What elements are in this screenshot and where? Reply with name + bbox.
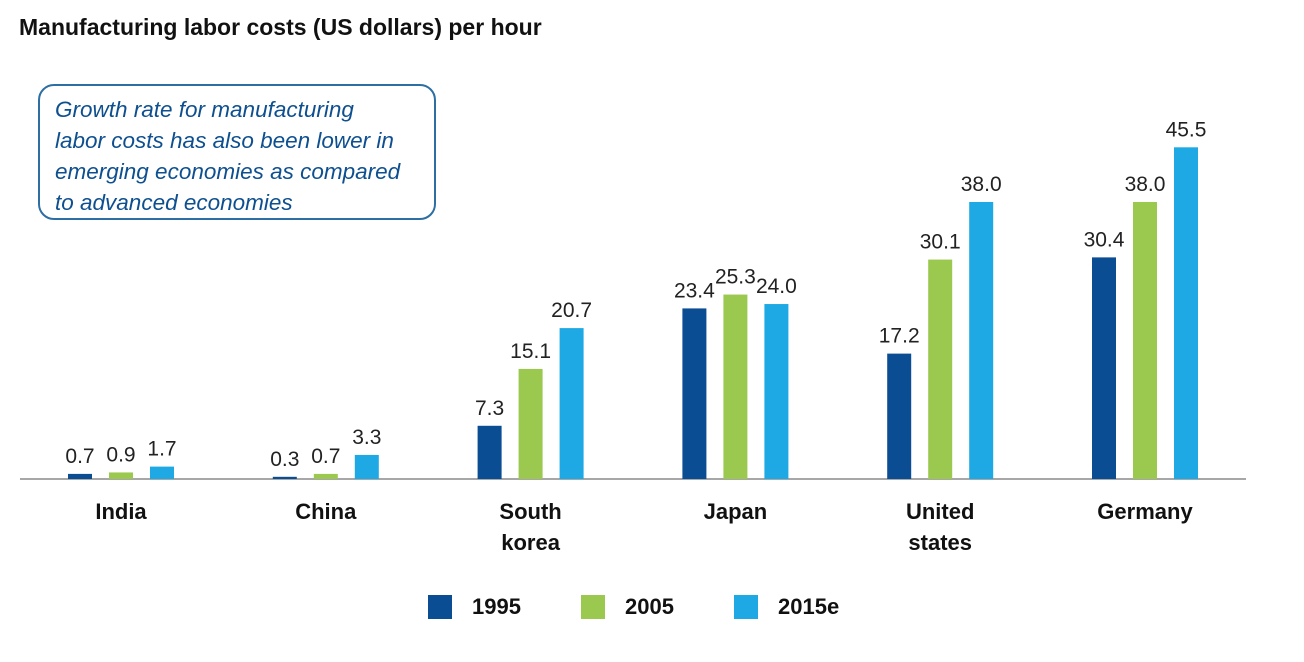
bar-2015e-south-korea	[559, 328, 584, 479]
bar-1995-germany	[1092, 257, 1116, 479]
bar-2005-south-korea	[518, 368, 543, 479]
legend-item-2005: 2005	[581, 592, 674, 622]
data-label: 23.4	[674, 279, 715, 302]
annotation-callout: Growth rate for manufacturing labor cost…	[38, 84, 436, 220]
annotation-line: labor costs has also been lower in	[55, 128, 394, 153]
data-label: 30.1	[920, 231, 961, 254]
category-label: Germany	[1097, 499, 1193, 524]
legend-label-2005: 2005	[625, 594, 674, 619]
chart-title: Manufacturing labor costs (US dollars) p…	[19, 14, 542, 40]
bar-2005-india	[109, 472, 133, 479]
data-label: 0.9	[106, 443, 135, 466]
legend-item-1995: 1995	[428, 592, 521, 622]
data-label: 45.5	[1166, 118, 1207, 141]
category-label: states	[908, 530, 972, 555]
data-label: 7.3	[475, 397, 504, 420]
data-label: 15.1	[510, 340, 551, 363]
bar-2015e-united-states	[969, 201, 994, 480]
bar-1995-india	[68, 473, 92, 479]
bar-2015e-germany	[1174, 147, 1198, 479]
data-label: 20.7	[551, 299, 592, 322]
legend-label-1995: 1995	[472, 594, 521, 619]
data-label: 30.4	[1084, 228, 1125, 251]
bar-2005-japan	[723, 294, 748, 479]
data-label: 25.3	[715, 266, 756, 289]
legend: 1995 2005 2015e	[0, 592, 1304, 622]
data-label: 3.3	[352, 426, 381, 449]
data-label: 0.7	[65, 445, 94, 468]
category-label: South	[499, 499, 561, 524]
category-label: korea	[501, 530, 560, 555]
bar-2005-united-states	[928, 259, 953, 479]
category-label: China	[295, 499, 357, 524]
data-label: 38.0	[961, 173, 1002, 196]
category-label: Japan	[704, 499, 768, 524]
data-label: 0.7	[311, 445, 340, 468]
data-label: 0.3	[270, 448, 299, 471]
bar-chart: 0.7 0.9 1.7 India 0.3 0.7 3.3 China 7.3 15.120.7 S…	[20, 118, 1246, 555]
bar-1995-united-states	[887, 353, 912, 479]
legend-swatch-1995	[428, 595, 452, 619]
bar-2005-china	[313, 473, 338, 479]
data-label: 1.7	[147, 438, 176, 461]
legend-item-2015e: 2015e	[734, 592, 839, 622]
annotation-line: emerging economies as compared	[55, 159, 401, 184]
legend-swatch-2015e	[734, 595, 758, 619]
legend-swatch-2005	[581, 595, 605, 619]
bar-1995-south-korea	[477, 425, 502, 479]
category-label: United	[906, 499, 974, 524]
data-label: 38.0	[1125, 173, 1166, 196]
data-label: 17.2	[879, 325, 920, 348]
bar-2015e-japan	[764, 304, 789, 479]
annotation-line: Growth rate for manufacturing	[55, 97, 354, 122]
bar-2015e-india	[150, 466, 174, 479]
bar-2015e-china	[354, 454, 379, 479]
bar-2005-germany	[1133, 201, 1157, 480]
data-label: 24.0	[756, 275, 797, 298]
bar-1995-japan	[682, 308, 707, 479]
bar-1995-china	[272, 476, 297, 479]
annotation-line: to advanced economies	[55, 190, 293, 215]
legend-label-2015e: 2015e	[778, 594, 840, 619]
category-label: India	[95, 499, 147, 524]
